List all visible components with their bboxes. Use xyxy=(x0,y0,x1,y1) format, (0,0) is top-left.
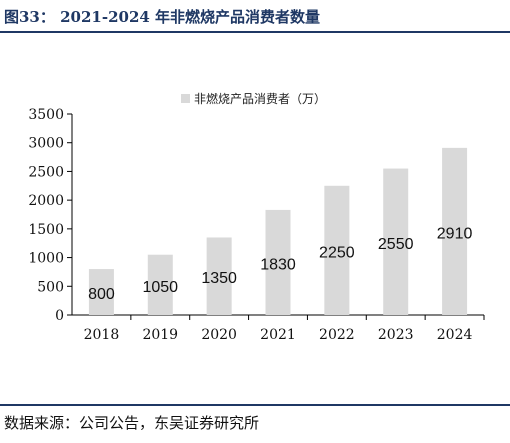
data-label: 1350 xyxy=(201,270,237,287)
y-tick-label: 1500 xyxy=(28,222,64,238)
x-tick-label: 2023 xyxy=(378,327,414,343)
x-tick-label: 2021 xyxy=(260,327,296,343)
legend-label: 非燃烧产品消费者（万） xyxy=(194,91,326,106)
data-label: 1050 xyxy=(142,279,178,296)
y-tick-label: 1000 xyxy=(28,251,64,267)
data-label: 1830 xyxy=(260,256,296,273)
data-label: 2550 xyxy=(378,236,414,253)
bar-chart: 非燃烧产品消费者（万） 0 500 1000 1500 2000 2500 3000 3500 2… xyxy=(28,91,485,343)
legend-swatch xyxy=(181,94,190,103)
x-tick-label: 2020 xyxy=(201,327,237,343)
bar-2020 xyxy=(206,237,232,315)
bar-2019 xyxy=(147,254,173,315)
x-tick-label: 2024 xyxy=(437,327,473,343)
bar-2021 xyxy=(265,209,291,315)
title-divider xyxy=(0,31,510,33)
bar-2018 xyxy=(88,269,114,315)
y-tick-label: 3500 xyxy=(28,107,64,123)
x-tick-label: 2022 xyxy=(319,327,355,343)
data-label: 2250 xyxy=(319,244,355,261)
figure-title: 图33： 2021-2024 年非燃烧产品消费者数量 xyxy=(4,8,321,26)
y-tick-label: 3000 xyxy=(28,136,64,152)
y-tick-label: 2500 xyxy=(28,164,64,180)
x-tick-label: 2019 xyxy=(142,327,178,343)
y-tick-label: 2000 xyxy=(28,193,64,209)
data-source-note: 数据来源：公司公告，东吴证券研究所 xyxy=(4,414,260,432)
bar-2023 xyxy=(383,168,409,315)
y-tick-label: 500 xyxy=(37,279,64,295)
bar-2024 xyxy=(442,147,468,315)
x-tick-label: 2018 xyxy=(84,327,120,343)
source-divider xyxy=(0,404,510,406)
data-label: 2910 xyxy=(437,225,473,242)
bar-2022 xyxy=(324,185,350,315)
data-label: 800 xyxy=(88,286,115,303)
y-tick-label: 0 xyxy=(55,308,64,324)
